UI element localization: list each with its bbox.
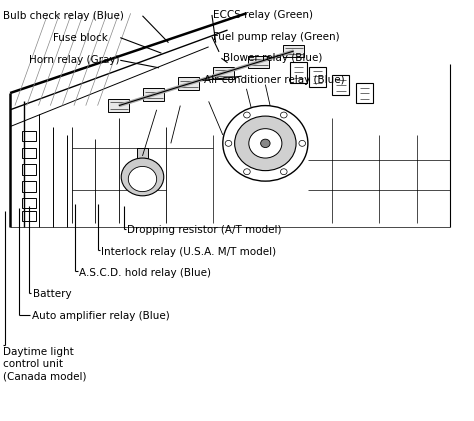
Bar bbox=[22, 181, 36, 192]
Polygon shape bbox=[283, 45, 304, 57]
Text: Blower relay (Blue): Blower relay (Blue) bbox=[223, 53, 322, 63]
Polygon shape bbox=[178, 77, 199, 90]
Text: ECCS relay (Green): ECCS relay (Green) bbox=[213, 10, 313, 20]
Bar bbox=[22, 131, 36, 141]
Bar bbox=[290, 62, 307, 83]
Circle shape bbox=[261, 139, 270, 147]
Text: Bulb check relay (Blue): Bulb check relay (Blue) bbox=[3, 11, 124, 21]
Circle shape bbox=[281, 112, 287, 118]
Bar bbox=[309, 67, 326, 87]
Polygon shape bbox=[109, 99, 129, 112]
Bar bbox=[137, 148, 148, 158]
Text: Fuel pump relay (Green): Fuel pump relay (Green) bbox=[213, 32, 340, 42]
Bar bbox=[22, 198, 36, 208]
Circle shape bbox=[223, 106, 308, 181]
Bar bbox=[356, 83, 373, 104]
Circle shape bbox=[249, 129, 282, 158]
Text: Daytime light
control unit
(Canada model): Daytime light control unit (Canada model… bbox=[3, 347, 87, 382]
Polygon shape bbox=[213, 67, 234, 79]
Bar bbox=[22, 147, 36, 158]
Text: Auto amplifier relay (Blue): Auto amplifier relay (Blue) bbox=[32, 311, 170, 321]
Text: Fuse block: Fuse block bbox=[53, 32, 108, 43]
Circle shape bbox=[299, 141, 306, 147]
Circle shape bbox=[225, 141, 232, 147]
Circle shape bbox=[244, 169, 250, 175]
Polygon shape bbox=[248, 56, 269, 68]
Circle shape bbox=[128, 166, 156, 192]
Bar bbox=[22, 210, 36, 221]
Circle shape bbox=[235, 116, 296, 171]
Text: Air conditioner relay (Blue): Air conditioner relay (Blue) bbox=[204, 75, 345, 85]
Bar bbox=[332, 75, 349, 95]
Circle shape bbox=[244, 112, 250, 118]
Text: Interlock relay (U.S.A. M/T model): Interlock relay (U.S.A. M/T model) bbox=[101, 247, 276, 257]
Bar bbox=[22, 164, 36, 175]
Text: Dropping resistor (A/T model): Dropping resistor (A/T model) bbox=[128, 225, 282, 235]
Text: Battery: Battery bbox=[33, 289, 72, 299]
Circle shape bbox=[281, 169, 287, 175]
Text: Horn relay (Gray): Horn relay (Gray) bbox=[29, 55, 119, 65]
Circle shape bbox=[121, 158, 164, 196]
Polygon shape bbox=[144, 88, 164, 101]
Text: A.S.C.D. hold relay (Blue): A.S.C.D. hold relay (Blue) bbox=[79, 268, 211, 277]
